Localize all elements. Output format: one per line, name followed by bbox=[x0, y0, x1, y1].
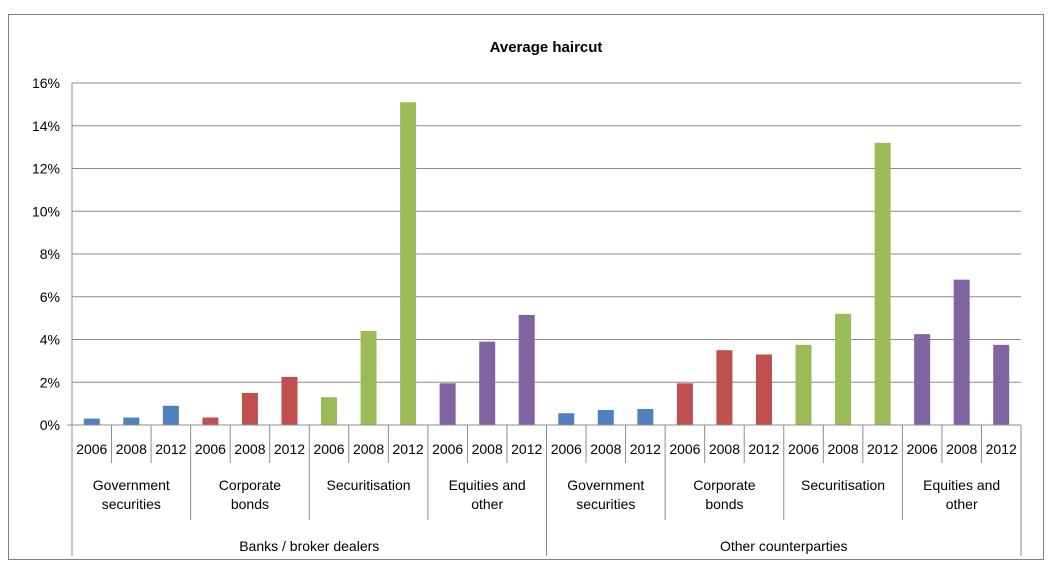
x-tick-year-label: 2008 bbox=[472, 441, 503, 457]
bar bbox=[716, 350, 733, 425]
bar bbox=[755, 354, 772, 425]
bar bbox=[281, 376, 298, 425]
category-label: securities bbox=[102, 496, 161, 512]
x-tick-year-label: 2012 bbox=[748, 441, 779, 457]
group-label: Banks / broker dealers bbox=[239, 538, 379, 554]
x-tick-year-label: 2006 bbox=[788, 441, 819, 457]
y-axis: 0% 2% 4% 6% 8% 10% 12% 14% 16% bbox=[32, 75, 73, 433]
bar bbox=[123, 417, 140, 425]
x-tick-year-label: 2012 bbox=[630, 441, 661, 457]
y-tick-label: 4% bbox=[40, 332, 60, 348]
bar bbox=[558, 413, 575, 425]
bar bbox=[953, 279, 970, 425]
bars bbox=[83, 102, 1010, 426]
x-tick-year-label: 2006 bbox=[195, 441, 226, 457]
bar bbox=[202, 417, 219, 425]
bar bbox=[676, 383, 693, 425]
category-label: Corporate bbox=[693, 477, 755, 493]
y-tick-label: 16% bbox=[32, 75, 60, 91]
bar bbox=[914, 334, 931, 425]
category-label: other bbox=[471, 496, 503, 512]
x-tick-year-label: 2008 bbox=[590, 441, 621, 457]
gridlines bbox=[72, 82, 1021, 383]
bar bbox=[637, 408, 654, 425]
bar bbox=[241, 392, 258, 425]
bar bbox=[321, 397, 338, 425]
group-label: Other counterparties bbox=[720, 538, 848, 554]
bar bbox=[993, 344, 1010, 425]
category-label: Corporate bbox=[219, 477, 281, 493]
category-label: Government bbox=[93, 477, 170, 493]
x-tick-year-label: 2012 bbox=[274, 441, 305, 457]
bar bbox=[83, 418, 100, 425]
bar bbox=[597, 410, 614, 425]
x-tick-year-label: 2008 bbox=[827, 441, 858, 457]
x-tick-year-label: 2006 bbox=[432, 441, 463, 457]
chart-title: Average haircut bbox=[490, 39, 603, 56]
y-tick-label: 0% bbox=[40, 417, 60, 433]
x-tick-year-label: 2008 bbox=[709, 441, 740, 457]
y-tick-label: 12% bbox=[32, 161, 60, 177]
category-label: securities bbox=[576, 496, 635, 512]
x-tick-year-label: 2006 bbox=[76, 441, 107, 457]
x-tick-year-label: 2012 bbox=[393, 441, 424, 457]
y-tick-label: 8% bbox=[40, 246, 60, 262]
x-tick-year-label: 2008 bbox=[946, 441, 977, 457]
x-tick-year-label: 2006 bbox=[669, 441, 700, 457]
chart-frame bbox=[8, 14, 1044, 560]
x-tick-year-label: 2012 bbox=[867, 441, 898, 457]
category-label: Equities and bbox=[449, 477, 526, 493]
bar bbox=[479, 341, 496, 425]
x-tick-year-label: 2008 bbox=[234, 441, 265, 457]
y-tick-label: 10% bbox=[32, 203, 60, 219]
x-tick-year-label: 2006 bbox=[551, 441, 582, 457]
y-tick-label: 6% bbox=[40, 289, 60, 305]
x-tick-year-label: 2006 bbox=[313, 441, 344, 457]
bar bbox=[360, 330, 377, 425]
category-label: Government bbox=[567, 477, 644, 493]
x-axis: 2006 2008 2012 2006 2008 2012 2006 2008 2012 2006… bbox=[67, 424, 1022, 556]
category-label: Securitisation bbox=[801, 477, 885, 493]
category-label: Securitisation bbox=[327, 477, 411, 493]
x-tick-year-label: 2006 bbox=[907, 441, 938, 457]
bar bbox=[518, 314, 535, 425]
bar bbox=[439, 383, 456, 425]
x-tick-year-label: 2012 bbox=[511, 441, 542, 457]
category-label: bonds bbox=[705, 496, 743, 512]
bar bbox=[795, 344, 812, 425]
category-label: other bbox=[946, 496, 978, 512]
x-tick-year-label: 2008 bbox=[353, 441, 384, 457]
bar bbox=[162, 405, 179, 425]
y-tick-label: 14% bbox=[32, 118, 60, 134]
bar bbox=[874, 142, 891, 425]
y-tick-label: 2% bbox=[40, 374, 60, 390]
bar bbox=[835, 313, 852, 425]
x-tick-year-label: 2008 bbox=[116, 441, 147, 457]
x-tick-year-label: 2012 bbox=[155, 441, 186, 457]
x-tick-year-label: 2012 bbox=[986, 441, 1017, 457]
bar bbox=[400, 102, 417, 426]
category-label: Equities and bbox=[923, 477, 1000, 493]
category-label: bonds bbox=[231, 496, 269, 512]
